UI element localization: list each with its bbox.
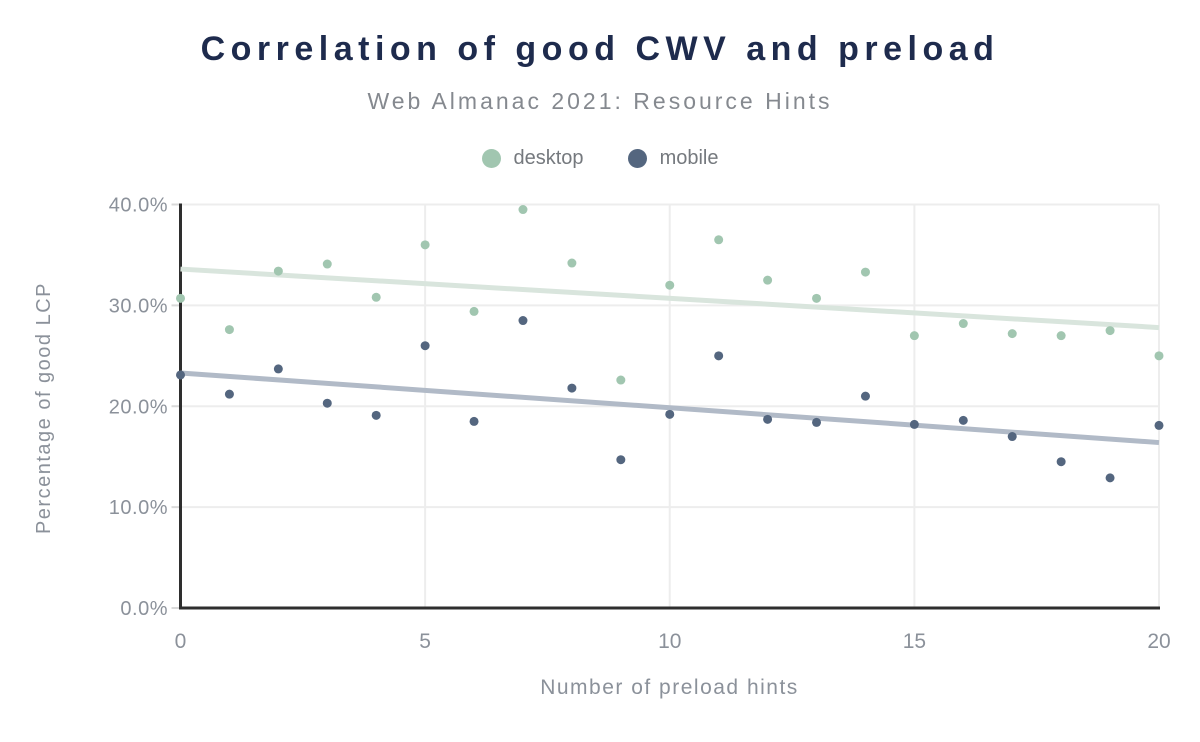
dot-desktop xyxy=(1105,326,1115,336)
dot-mobile xyxy=(1007,432,1017,442)
dot-desktop xyxy=(1056,331,1066,341)
dot-mobile xyxy=(860,391,870,401)
dot-mobile xyxy=(371,410,381,420)
chart-title: Correlation of good CWV and preload xyxy=(200,30,1000,68)
dot-desktop xyxy=(420,240,430,250)
dot-desktop xyxy=(224,325,234,335)
dot-desktop xyxy=(958,319,968,329)
dot-mobile xyxy=(812,417,822,427)
y-axis-title: Percentage of good LCP xyxy=(33,281,55,535)
dot-mobile xyxy=(958,415,968,425)
mobile-swatch-icon xyxy=(627,148,647,168)
dot-desktop xyxy=(567,258,577,268)
x-tick-label: 15 xyxy=(903,630,926,653)
legend-label-mobile: mobile xyxy=(659,146,719,169)
dot-desktop xyxy=(763,275,773,285)
legend-item-desktop: desktop xyxy=(481,146,584,170)
x-tick-label: 20 xyxy=(1147,630,1170,653)
dot-mobile xyxy=(616,455,626,465)
dot-desktop xyxy=(273,266,283,276)
trend-line-mobile xyxy=(180,370,1160,446)
dot-mobile xyxy=(567,383,577,393)
y-tick-label: 10.0% xyxy=(109,497,168,519)
chart-subtitle: Web Almanac 2021: Resource Hints xyxy=(367,88,833,114)
legend-label-desktop: desktop xyxy=(513,146,584,169)
y-tick-label: 40.0% xyxy=(109,195,168,217)
dot-mobile xyxy=(1154,420,1164,430)
x-tick-label: 5 xyxy=(419,630,431,653)
dot-desktop xyxy=(860,267,870,277)
x-tick-label: 10 xyxy=(658,630,681,653)
dot-mobile xyxy=(469,416,479,426)
dot-desktop xyxy=(322,259,332,269)
dot-desktop xyxy=(469,306,479,316)
dot-mobile xyxy=(176,370,185,380)
dot-desktop xyxy=(1154,351,1164,361)
dot-mobile xyxy=(763,414,773,424)
dot-mobile xyxy=(714,351,724,361)
legend: desktop mobile xyxy=(0,145,1200,171)
dot-mobile xyxy=(665,409,675,419)
dot-desktop xyxy=(1007,329,1017,339)
x-axis-title: Number of preload hints xyxy=(540,676,799,699)
dot-mobile xyxy=(909,419,919,429)
dot-desktop xyxy=(665,280,675,290)
trend-line-desktop xyxy=(180,266,1160,331)
dot-desktop xyxy=(714,235,724,245)
dot-desktop xyxy=(371,292,381,302)
dot-mobile xyxy=(420,341,430,351)
dot-mobile xyxy=(1105,473,1115,483)
dot-mobile xyxy=(518,316,528,326)
dot-mobile xyxy=(1056,457,1066,467)
dot-desktop xyxy=(616,375,626,385)
y-tick-label: 30.0% xyxy=(109,295,168,317)
legend-item-mobile: mobile xyxy=(627,146,719,170)
dot-mobile xyxy=(322,398,332,408)
dot-mobile xyxy=(273,364,283,374)
dot-mobile xyxy=(224,389,234,399)
dot-desktop xyxy=(812,293,822,303)
desktop-swatch-icon xyxy=(481,148,501,168)
dot-desktop xyxy=(909,331,919,341)
dot-desktop xyxy=(176,293,185,303)
x-tick-label: 0 xyxy=(175,630,187,653)
y-tick-label: 0.0% xyxy=(120,598,168,620)
dot-desktop xyxy=(518,205,528,215)
y-tick-label: 20.0% xyxy=(109,396,168,418)
